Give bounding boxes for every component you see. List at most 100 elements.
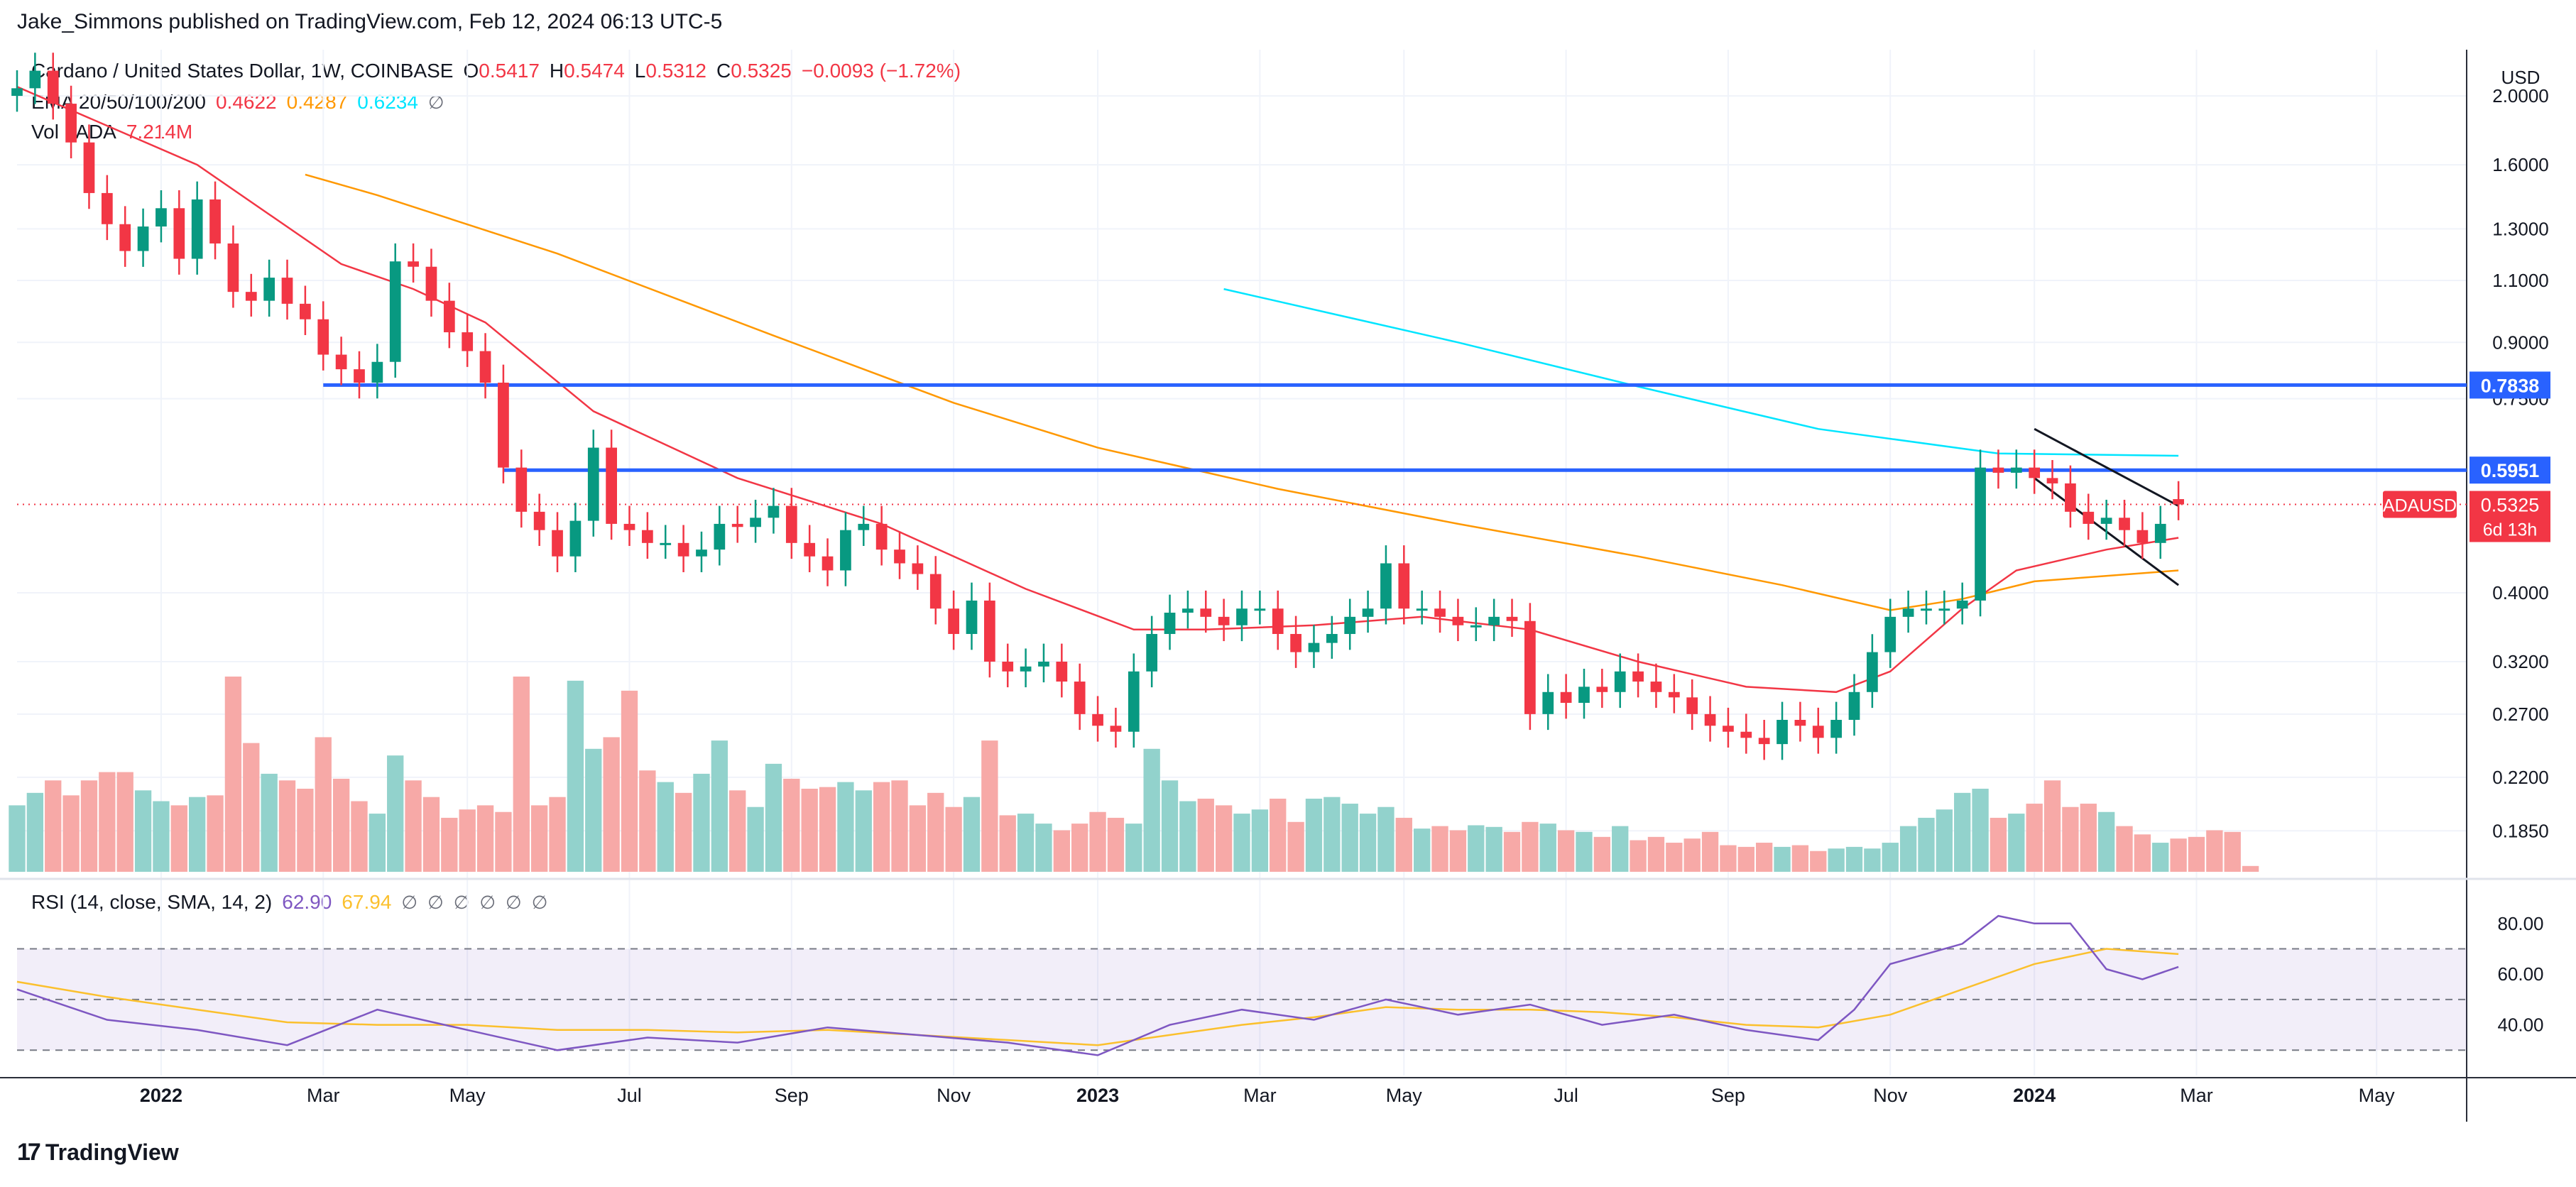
volume-bar (1755, 843, 1773, 872)
candle-body (2119, 518, 2130, 530)
volume-bar (99, 772, 116, 872)
time-tick-label: May (2359, 1085, 2396, 1106)
rsi-label: RSI (14, close, SMA, 14, 2) (31, 891, 273, 913)
ema-legend[interactable]: EMA 20/50/100/200 0.4622 0.4287 0.6234 ∅ (31, 91, 444, 114)
candle-body (785, 505, 797, 543)
candle-body (822, 556, 834, 571)
volume-bar (1179, 801, 1196, 872)
volume-bar (765, 763, 782, 872)
volume-bar (1593, 836, 1611, 872)
candle-body (425, 266, 437, 301)
volume-bars (9, 677, 2259, 872)
volume-bar (1305, 799, 1323, 872)
candle-body (245, 292, 257, 301)
volume-bar (1053, 830, 1070, 872)
volume-bar (891, 780, 908, 872)
candle-body (1254, 608, 1266, 611)
volume-bar (2062, 806, 2079, 872)
candle-body (894, 549, 905, 564)
candle-body (948, 608, 959, 635)
volume-bar (261, 773, 278, 872)
candle-body (65, 104, 77, 143)
candle-body (515, 467, 528, 512)
candle-body (552, 530, 563, 557)
volume-bar (153, 801, 170, 872)
ohlc-high: H0.5474 (549, 60, 625, 82)
volume-bar (1828, 848, 1845, 872)
volume-bar (2224, 831, 2241, 872)
candle-body (173, 208, 185, 259)
candle-body (1723, 726, 1734, 732)
time-tick-label: Mar (307, 1085, 340, 1106)
volume-bar (2008, 814, 2025, 872)
candle-body (462, 332, 474, 351)
candle-body (389, 261, 401, 362)
candle-body (1632, 671, 1644, 682)
candle-body (2083, 511, 2095, 524)
volume-bar (2080, 804, 2097, 872)
volume-bar (9, 805, 26, 872)
candle-body (1740, 731, 1752, 738)
candle-body (1164, 613, 1176, 635)
rsi-empty-icon: ∅ (427, 892, 444, 913)
time-tick-label: May (449, 1085, 486, 1106)
candle-body (1290, 634, 1301, 652)
price-tick-label: 0.2700 (2492, 704, 2549, 725)
candle-body (875, 523, 888, 550)
volume-bar (2206, 830, 2223, 872)
candle-body (1020, 666, 1032, 672)
volume-bar (387, 755, 404, 872)
volume-bar (1035, 824, 1052, 872)
volume-bar (1503, 831, 1521, 872)
volume-bar (189, 797, 206, 872)
candle-body (1452, 616, 1464, 625)
rsi-legend[interactable]: RSI (14, close, SMA, 14, 2) 62.90 67.94 … (31, 891, 547, 914)
candle-body (137, 226, 149, 251)
candle-body (1794, 719, 1806, 726)
candle-body (1560, 691, 1572, 704)
volume-bar (1683, 838, 1701, 872)
symbol-badge (2383, 491, 2457, 518)
volume-bar (1539, 824, 1556, 872)
candle-body (642, 530, 653, 543)
symbol-legend[interactable]: Cardano / United States Dollar, 1W, COIN… (31, 60, 961, 82)
candle-body (371, 361, 383, 383)
candle-body (1074, 682, 1086, 714)
tradingview-branding[interactable]: 17 TradingView (17, 1139, 179, 1166)
volume-bar (278, 780, 296, 872)
symbol-title: Cardano / United States Dollar, 1W, COIN… (31, 60, 454, 82)
price-level-badge-text: 0.5951 (2481, 460, 2540, 481)
time-tick-label: Jul (617, 1085, 642, 1106)
volume-bar (1341, 804, 1358, 872)
volume-bar (1107, 817, 1125, 872)
candle-body (912, 563, 924, 574)
rsi-tick-label: 80.00 (2497, 913, 2543, 934)
currency-label: USD (2501, 67, 2540, 88)
candle-body (1902, 608, 1914, 617)
volume-bar (297, 788, 314, 872)
candle-body (1524, 620, 1536, 714)
volume-bar (585, 748, 602, 872)
rsi-empty-icon: ∅ (531, 892, 548, 913)
price-tick-label: 0.3200 (2492, 651, 2549, 672)
volume-bar (1774, 846, 1791, 872)
ema100-value: 0.6234 (357, 91, 418, 113)
candle-body (1921, 608, 1932, 611)
volume-bar (530, 805, 548, 872)
candle-body (101, 192, 113, 224)
rsi-empty-icon: ∅ (401, 892, 418, 913)
candle-body (1758, 738, 1770, 745)
volume-bar (819, 787, 836, 872)
volume-bar (315, 737, 332, 872)
volume-bar (1431, 826, 1448, 872)
tradingview-brand-text: TradingView (45, 1139, 179, 1165)
ema50-value: 0.4287 (286, 91, 348, 113)
volume-bar (1791, 845, 1809, 872)
candle-body (1542, 691, 1554, 714)
candle-body (1578, 687, 1590, 704)
ohlc-low: L0.5312 (634, 60, 706, 82)
candle-body (479, 351, 491, 383)
rsi-sma-line (16, 948, 2179, 1046)
volume-bar (2116, 826, 2133, 872)
